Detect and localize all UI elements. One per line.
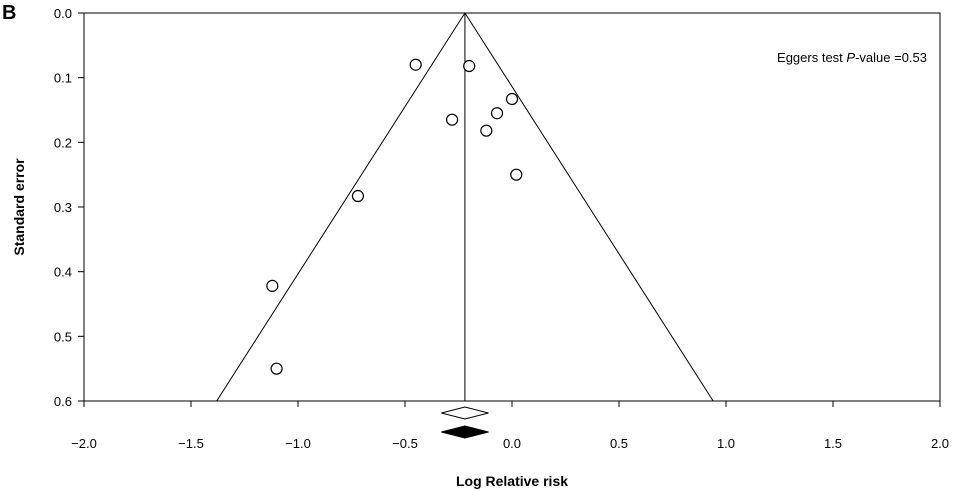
x-tick-label: −0.5	[392, 436, 418, 451]
y-tick-label: 0.4	[54, 265, 72, 280]
eggers-test-annotation: Eggers test P-value =0.53	[777, 50, 927, 65]
plot-frame	[83, 12, 941, 402]
funnel-right-line	[464, 12, 714, 402]
y-tick-label: 0.0	[54, 6, 72, 21]
panel-label: B	[2, 2, 16, 24]
x-tick-label: 2.0	[931, 436, 949, 451]
x-axis-title: Log Relative risk	[456, 473, 568, 489]
data-point-9	[266, 279, 279, 292]
y-tick-label: 0.3	[54, 200, 72, 215]
data-point-8	[351, 189, 365, 203]
data-point-5	[445, 113, 459, 126]
x-axis-ticks: −2.0 −1.5 −1.0 −0.5 0.0 0.5 1.0 1.5 2.0	[71, 401, 949, 451]
summary-diamond-open	[441, 406, 489, 420]
data-point-4	[490, 107, 504, 120]
x-tick-label: 0.5	[610, 436, 628, 451]
data-point-2	[463, 59, 476, 73]
annotation-prefix: Eggers test	[777, 50, 846, 65]
y-tick-label: 0.2	[54, 135, 72, 150]
annotation-italic: P	[846, 50, 855, 65]
data-point-10	[270, 362, 283, 375]
data-point-7	[510, 168, 523, 181]
data-point-6	[480, 124, 493, 137]
funnel-left-line	[216, 12, 466, 402]
x-tick-label: −1.0	[285, 436, 311, 451]
y-tick-label: 0.1	[54, 71, 72, 86]
x-tick-label: 1.5	[824, 436, 842, 451]
y-axis-title: Standard error	[11, 158, 27, 256]
x-tick-label: 0.0	[503, 436, 521, 451]
data-point-1	[409, 58, 422, 71]
y-tick-label: 0.5	[54, 329, 72, 344]
y-tick-label: 0.6	[54, 394, 72, 409]
x-tick-label: −2.0	[71, 436, 97, 451]
data-point-3	[505, 92, 519, 106]
annotation-suffix: -value =0.53	[855, 50, 927, 65]
funnel-lines	[216, 12, 714, 402]
y-axis-ticks: 0.0 0.1 0.2 0.3 0.4 0.5 0.6	[54, 6, 84, 409]
summary-diamonds	[441, 406, 489, 439]
summary-diamond-filled	[441, 425, 489, 439]
data-points	[266, 58, 523, 375]
x-tick-label: −1.5	[178, 436, 204, 451]
x-tick-label: 1.0	[717, 436, 735, 451]
